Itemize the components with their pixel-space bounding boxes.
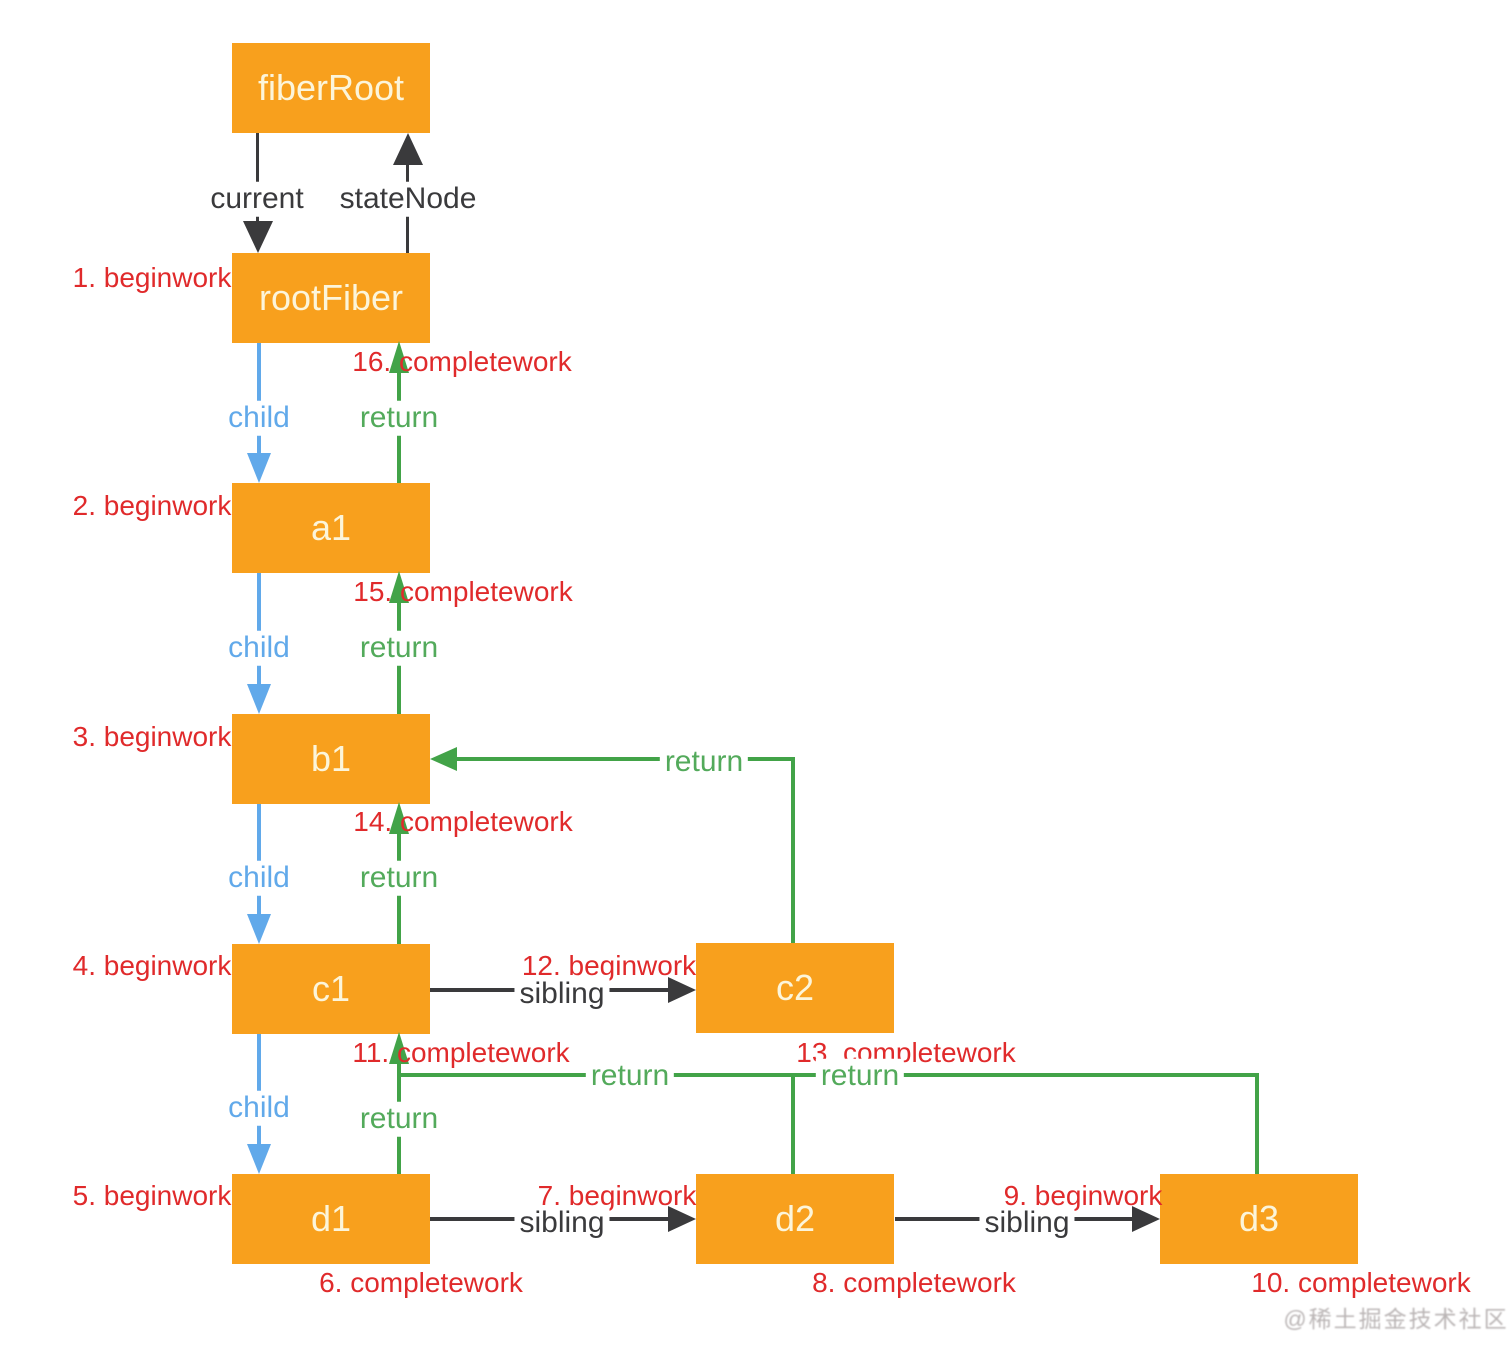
node-label: d3 [1238, 1198, 1280, 1239]
node-b1: b1 [232, 714, 430, 804]
node-d3: d3 [1160, 1174, 1358, 1264]
child-arrowhead-b1-icon [247, 684, 271, 714]
return-edge-c2-b1-hline [452, 757, 794, 761]
child-label-4: child [223, 1090, 295, 1126]
sibling-label-d2-d3: sibling [979, 1205, 1075, 1241]
step-2-beginwork: 2. beginwork [72, 489, 232, 521]
step-3-beginwork: 3. beginwork [72, 720, 232, 752]
child-label-2: child [223, 630, 295, 666]
return-arrowhead-c1-icon [389, 1032, 409, 1064]
sibling-label-d1-d2: sibling [514, 1205, 610, 1241]
child-edge-rootfiber-a1-line [257, 343, 261, 455]
node-label: rootFiber [258, 277, 404, 318]
step-16-completework: 16. completework [352, 345, 572, 377]
statenode-label: stateNode [334, 181, 482, 217]
sibling-arrowhead-d3-icon [1132, 1206, 1160, 1232]
node-rootfiber: rootFiber [232, 253, 430, 343]
current-label: current [205, 181, 309, 217]
child-edge-c1-d1-line [257, 1034, 261, 1146]
child-edge-b1-c1-line [257, 804, 261, 916]
return-label-2: return [354, 630, 444, 666]
return-label-c2-b1: return [659, 744, 749, 780]
step-15-completework: 15. completework [353, 575, 573, 607]
child-arrowhead-a1-icon [247, 453, 271, 483]
sibling-arrowhead-c2-icon [668, 977, 696, 1003]
step-5-beginwork: 5. beginwork [72, 1179, 232, 1211]
child-arrowhead-d1-icon [247, 1144, 271, 1174]
node-c2: c2 [696, 943, 894, 1033]
return-edge-c2-b1-vline [791, 757, 795, 943]
return-label-4: return [354, 1101, 444, 1137]
step-14-completework: 14. completework [353, 805, 573, 837]
node-label: d2 [774, 1198, 816, 1239]
return-arrowhead-b1-icon [389, 802, 409, 834]
sibling-label-c1-c2: sibling [514, 976, 610, 1012]
return-rail-d2-vline [791, 1073, 795, 1174]
node-label: d1 [310, 1198, 352, 1239]
return-arrowhead-rootfiber-icon [389, 341, 409, 373]
node-label: c1 [311, 968, 351, 1009]
child-label-1: child [223, 400, 295, 436]
return-label-3: return [354, 860, 444, 896]
current-arrowhead-down-icon [243, 221, 273, 253]
sibling-arrowhead-d2-icon [668, 1206, 696, 1232]
return-arrowhead-b1-side-icon [430, 747, 457, 771]
step-6-completework: 6. completework [319, 1266, 523, 1298]
step-1-beginwork: 1. beginwork [72, 261, 232, 293]
child-label-3: child [223, 860, 295, 896]
step-8-completework: 8. completework [812, 1266, 1016, 1298]
node-d2: d2 [696, 1174, 894, 1264]
return-arrowhead-a1-icon [389, 571, 409, 603]
node-label: b1 [310, 738, 352, 779]
step-10-completework: 10. completework [1251, 1266, 1471, 1298]
step-11-completework: 11. completework [352, 1036, 570, 1068]
return-label-1: return [354, 400, 444, 436]
node-label: a1 [310, 507, 352, 548]
watermark: @稀土掘金技术社区 [1283, 1306, 1509, 1332]
return-rail-d3-vline [1255, 1073, 1259, 1174]
child-arrowhead-c1-icon [247, 914, 271, 944]
node-d1: d1 [232, 1174, 430, 1264]
node-fiberroot: fiberRoot [232, 43, 430, 133]
node-label: c2 [775, 967, 815, 1008]
step-9-beginwork: 9. beginwork [1003, 1179, 1163, 1211]
step-7-beginwork: 7. beginwork [537, 1179, 697, 1211]
step-12-beginwork: 12. beginwork [521, 949, 697, 981]
step-4-beginwork: 4. beginwork [72, 949, 232, 981]
node-label: fiberRoot [257, 67, 405, 108]
return-label-rail-1: return [585, 1058, 675, 1094]
node-a1: a1 [232, 483, 430, 573]
return-label-rail-2: return [815, 1058, 905, 1094]
statenode-arrowhead-up-icon [393, 133, 423, 165]
current-edge-line [256, 133, 259, 229]
child-edge-a1-b1-line [257, 573, 261, 685]
node-c1: c1 [232, 944, 430, 1034]
